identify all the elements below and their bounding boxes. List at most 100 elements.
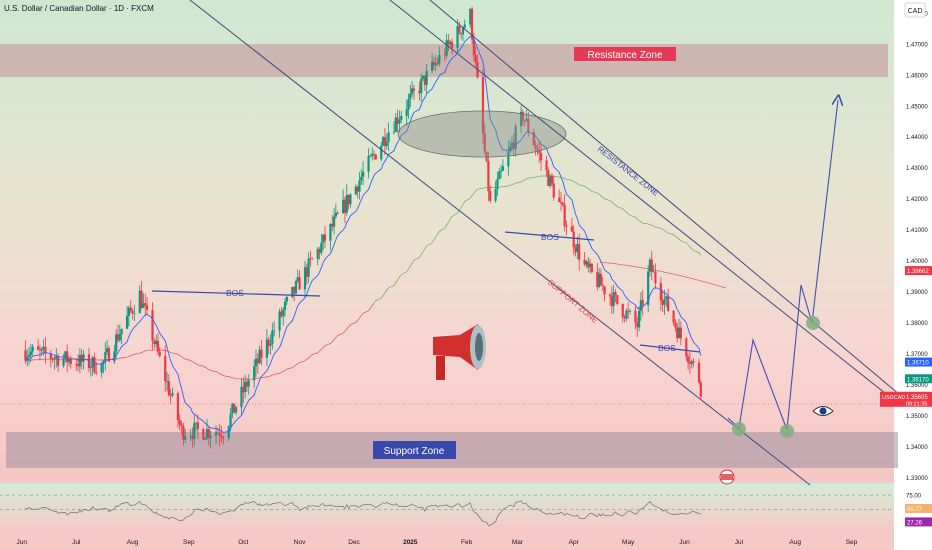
candle [283, 297, 287, 318]
currency-button-label: CAD [908, 8, 923, 15]
candle [82, 349, 85, 370]
candle [356, 185, 359, 199]
candle [362, 161, 365, 186]
candle [627, 302, 630, 319]
price-axis[interactable]: 1.480001.470001.460001.450001.440001.430… [906, 11, 928, 482]
candle [679, 321, 682, 346]
candle [372, 150, 376, 160]
candle [254, 349, 258, 377]
price-label: 1.36710 [905, 357, 932, 367]
candle [298, 270, 301, 290]
rsi-value-label: 50.77 [905, 503, 932, 513]
candle [587, 257, 590, 273]
candle [400, 110, 403, 124]
price-tick-label: 1.45000 [906, 104, 928, 110]
candle [316, 246, 319, 266]
candle [167, 374, 170, 397]
candle [667, 288, 670, 312]
currency-button[interactable] [904, 2, 926, 18]
candle [412, 84, 416, 101]
candle [358, 171, 361, 200]
rsi-indicator [0, 494, 894, 526]
candle [574, 244, 577, 257]
candle [509, 140, 512, 154]
candle [118, 324, 121, 342]
candle [220, 425, 223, 443]
candle [269, 334, 272, 355]
candle [647, 265, 650, 313]
ema-slow-line-early [25, 302, 375, 380]
candle [687, 353, 690, 370]
support-zone-label: Support Zone [384, 446, 445, 457]
candle [178, 414, 181, 431]
candle [116, 324, 120, 343]
candle [685, 337, 688, 361]
candle [421, 75, 425, 81]
candle [171, 387, 174, 398]
candle [155, 334, 158, 348]
candle [113, 344, 116, 364]
candle [547, 167, 550, 187]
bos-label-2: BOS [541, 232, 559, 242]
price-label-value: 1.36710 [907, 361, 929, 367]
candle [334, 203, 337, 219]
price-tick-label: 1.36000 [906, 383, 928, 389]
candle [24, 340, 27, 364]
candle [559, 192, 563, 212]
candle [106, 339, 109, 355]
projection-point-1 [732, 422, 746, 436]
candle [233, 403, 236, 413]
candle [688, 351, 692, 374]
candle [29, 344, 32, 362]
candle [271, 322, 274, 350]
candle [153, 338, 156, 349]
resistance-zone-label-box [574, 47, 676, 61]
candle [637, 306, 641, 332]
candle [489, 185, 492, 204]
time-tick-label: 2025 [403, 539, 418, 546]
candle [89, 362, 92, 377]
price-label: 1.36170 [905, 374, 932, 384]
candle [245, 377, 249, 393]
candle [498, 168, 501, 180]
candle [550, 173, 554, 187]
candle [205, 418, 209, 441]
candle [374, 153, 377, 161]
candle [469, 8, 472, 28]
candle [583, 251, 586, 267]
candle [194, 422, 198, 432]
time-tick-label: Jun [679, 539, 690, 546]
candle [176, 391, 180, 428]
candle [423, 75, 426, 92]
price-label: 1.39662 [905, 266, 932, 276]
candle [244, 374, 247, 399]
candle [189, 428, 192, 442]
candle [690, 359, 693, 369]
candle [193, 413, 196, 447]
candle [144, 293, 147, 317]
chart-title: U.S. Dollar / Canadian Dollar · 1D · FXC… [4, 4, 154, 13]
main-pane-background [0, 0, 894, 482]
candle [610, 286, 613, 314]
candle [31, 344, 34, 356]
price-tick-label: 1.41000 [906, 228, 928, 234]
candle [307, 252, 310, 284]
candle [322, 233, 325, 251]
candle [231, 402, 234, 419]
candle [650, 251, 653, 281]
support-zone-label-box [373, 441, 456, 459]
time-tick-label: Apr [569, 539, 580, 546]
candle [329, 222, 332, 251]
candle [692, 358, 695, 368]
resistance-line-b [429, 0, 901, 396]
candle [603, 285, 606, 302]
time-tick-label: Aug [789, 539, 801, 546]
projection-point-2 [780, 424, 794, 438]
time-tick-label: Jul [72, 539, 81, 546]
candle [293, 286, 296, 302]
time-axis[interactable]: Jun Jul Aug Sep Oct Nov Dec 2025 Feb Mar Apr May Jun… [17, 539, 858, 546]
candle [563, 194, 566, 232]
candle [628, 308, 632, 315]
